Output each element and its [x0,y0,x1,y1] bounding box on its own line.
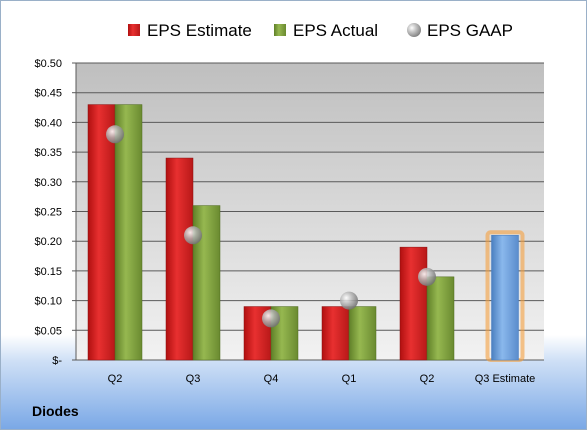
y-tick-label: $0.10 [34,296,62,308]
y-tick-label: $0.50 [34,58,62,70]
y-tick-label: $0.45 [34,88,62,100]
bar-next-estimate [491,235,519,361]
bars [87,104,525,362]
y-tick-label: $- [52,355,62,367]
y-axis-ticks: $- $0.05 $0.10 $0.15 $0.20 $0.25 $0.30 $0.35 $0.… [34,58,77,367]
company-name: Diodes [32,403,79,419]
y-tick-label: $0.25 [34,207,62,219]
bar-eps-actual [114,104,143,361]
bar-eps-actual [426,276,455,361]
grid-lines [76,62,544,361]
y-tick-label: $0.40 [34,117,62,129]
x-axis-ticks: Q2 Q3 Q4 Q1 Q2 Q3 Estimate [108,373,536,385]
y-tick-label: $0.05 [34,325,62,337]
bar-eps-actual [348,306,377,361]
legend-swatch [274,24,286,36]
gaap-marker [262,309,280,328]
gaap-marker [418,267,436,286]
bar-eps-estimate [399,246,428,361]
legend-swatch [128,24,140,36]
bar-eps-estimate [321,306,350,361]
x-tick-label: Q3 Estimate [475,373,536,385]
x-tick-label: Q3 [186,373,201,385]
x-tick-label: Q1 [342,373,357,385]
bar-eps-estimate [87,104,116,361]
y-tick-label: $0.35 [34,147,62,159]
gaap-marker [184,226,202,245]
x-tick-label: Q2 [108,373,123,385]
gaap-marker [340,291,358,310]
legend-label: EPS Actual [293,21,378,40]
legend-swatch [407,23,421,37]
x-tick-label: Q2 [420,373,435,385]
bar-eps-estimate [165,157,194,361]
y-tick-label: $0.15 [34,266,62,278]
legend-label: EPS Estimate [147,21,252,40]
y-tick-label: $0.30 [34,177,62,189]
x-tick-label: Q4 [264,373,279,385]
y-tick-label: $0.20 [34,236,62,248]
gaap-marker [106,125,124,144]
gaap-markers [106,125,436,328]
chart-legend: EPS Estimate EPS Actual EPS GAAP [128,21,513,40]
legend-label: EPS GAAP [427,21,513,40]
